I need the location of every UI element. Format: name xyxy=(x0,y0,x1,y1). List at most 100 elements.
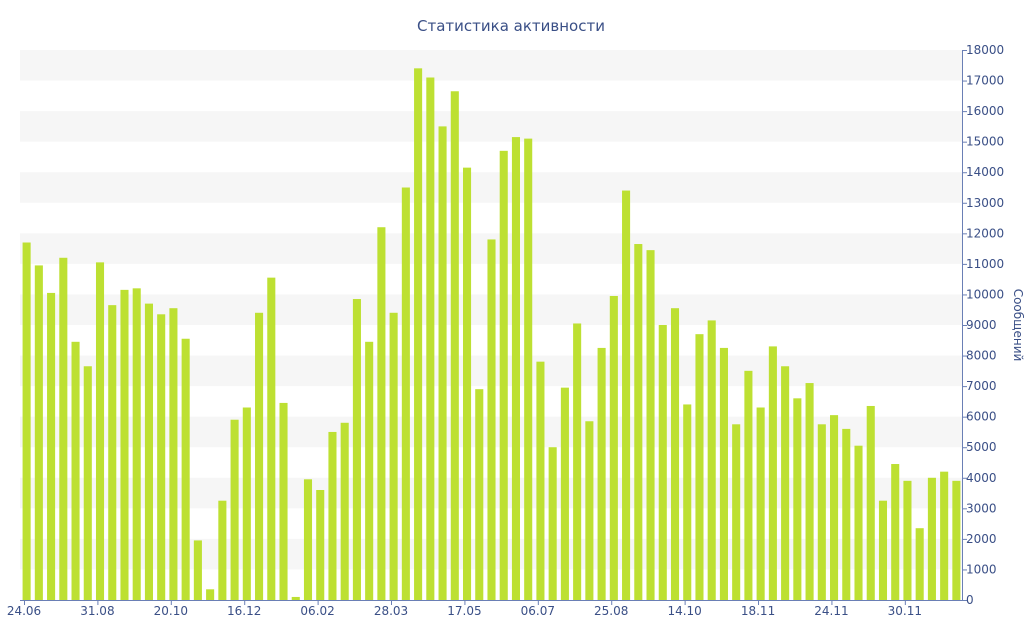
bar xyxy=(805,383,814,600)
y-tick-label: 9000 xyxy=(966,318,997,332)
x-tick-label: 24.06 xyxy=(7,604,41,618)
bar xyxy=(732,424,741,600)
bar xyxy=(169,308,178,600)
bar xyxy=(83,366,92,600)
y-tick-label: 12000 xyxy=(966,226,1004,240)
bar xyxy=(462,167,472,600)
bar xyxy=(585,421,594,600)
bar xyxy=(915,528,924,600)
y-axis-ticks: 0 1000 2000 3000 4000 5000 6000 7000 8000 9000 100… xyxy=(962,43,1004,607)
bar xyxy=(328,431,337,600)
bar xyxy=(108,305,117,600)
x-axis-ticks: 24.06 31.08 20.10 16.12 06.02 28.03 17.05 06.07… xyxy=(7,600,922,618)
bar xyxy=(719,347,728,600)
x-tick-label: 25.08 xyxy=(594,604,628,618)
bar xyxy=(193,540,202,600)
bar xyxy=(450,91,459,600)
bar xyxy=(548,447,557,600)
x-tick-label: 30.11 xyxy=(888,604,922,618)
bar xyxy=(768,346,777,600)
bar xyxy=(255,312,264,600)
bar xyxy=(389,312,398,600)
y-tick-label: 16000 xyxy=(966,104,1004,118)
bar xyxy=(291,596,300,600)
bar xyxy=(646,250,655,600)
y-tick-label: 14000 xyxy=(966,165,1004,179)
bars xyxy=(22,68,961,601)
bar xyxy=(401,187,410,600)
bar xyxy=(609,295,618,600)
bar xyxy=(866,405,875,600)
bar xyxy=(340,422,349,600)
bar xyxy=(634,244,643,600)
bar xyxy=(365,341,374,600)
bar xyxy=(524,138,533,600)
bar xyxy=(842,428,851,600)
bar xyxy=(756,407,765,600)
bar xyxy=(426,77,435,600)
bar xyxy=(695,334,704,600)
y-tick-label: 5000 xyxy=(966,440,997,454)
bar xyxy=(120,289,129,600)
bar xyxy=(47,292,56,600)
bar xyxy=(511,137,521,601)
bar xyxy=(206,589,215,600)
x-tick-label: 28.03 xyxy=(374,604,408,618)
x-tick-label: 14.10 xyxy=(667,604,701,618)
bar xyxy=(793,398,802,600)
bar xyxy=(940,471,949,600)
bar xyxy=(279,402,288,600)
bar xyxy=(878,500,888,600)
bar xyxy=(891,464,900,600)
y-tick-label: 2000 xyxy=(966,532,997,546)
x-tick-label: 31.08 xyxy=(80,604,114,618)
bar xyxy=(132,288,141,600)
y-tick-label: 15000 xyxy=(966,135,1004,149)
bar xyxy=(144,303,153,600)
bar xyxy=(377,227,386,600)
y-tick-label: 3000 xyxy=(966,501,997,515)
bar xyxy=(34,265,43,600)
bar xyxy=(707,320,716,600)
bar xyxy=(830,415,839,600)
y-tick-label: 0 xyxy=(966,593,974,607)
y-tick-label: 1000 xyxy=(966,562,997,576)
y-axis-label: Сообщений xyxy=(1011,289,1024,362)
bar xyxy=(218,500,227,600)
bar xyxy=(622,190,631,601)
bar xyxy=(438,126,447,600)
x-tick-label: 24.11 xyxy=(814,604,848,618)
chart-title: Статистика активности xyxy=(417,17,605,35)
bar xyxy=(316,490,325,600)
bar xyxy=(536,361,545,600)
bar xyxy=(414,68,423,601)
bar xyxy=(303,479,313,600)
bar xyxy=(597,347,606,600)
bar xyxy=(927,477,936,600)
bar xyxy=(744,370,753,600)
y-tick-label: 4000 xyxy=(966,471,997,485)
bar xyxy=(59,257,68,600)
x-tick-label: 06.02 xyxy=(300,604,334,618)
bar xyxy=(658,325,667,600)
y-tick-label: 6000 xyxy=(966,410,997,424)
bar xyxy=(903,480,912,600)
bar xyxy=(242,407,251,600)
y-tick-label: 7000 xyxy=(966,379,997,393)
x-tick-label: 20.10 xyxy=(154,604,188,618)
x-tick-label: 16.12 xyxy=(227,604,261,618)
bar xyxy=(573,323,582,600)
bar xyxy=(22,242,31,600)
x-tick-label: 06.07 xyxy=(521,604,555,618)
bar xyxy=(267,277,276,600)
bar xyxy=(952,480,961,600)
bar xyxy=(817,424,826,600)
bar xyxy=(781,366,790,600)
y-tick-label: 11000 xyxy=(966,257,1004,271)
bar xyxy=(230,419,239,600)
y-tick-label: 13000 xyxy=(966,196,1004,210)
x-tick-label: 18.11 xyxy=(741,604,775,618)
bar xyxy=(854,445,863,600)
bar xyxy=(475,389,484,600)
